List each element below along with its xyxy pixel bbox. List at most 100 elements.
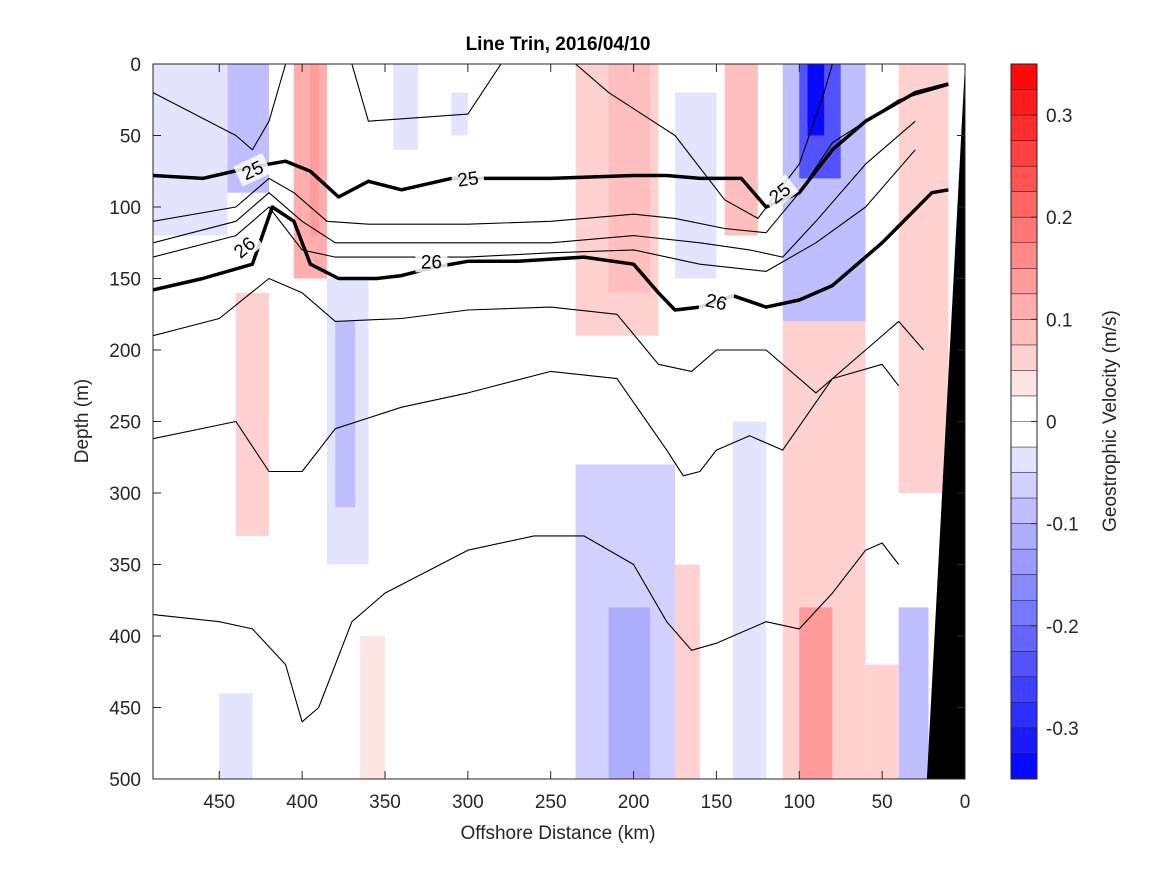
x-tick-label: 250 bbox=[535, 792, 567, 813]
colorbar-tick-label: -0.1 bbox=[1046, 515, 1079, 536]
y-axis-label: Depth (m) bbox=[72, 379, 93, 463]
contour-label-bg bbox=[760, 174, 799, 212]
contour-label: 26 bbox=[704, 290, 729, 315]
x-axis-ticks: 450 400 350 300 250 200 150 100 50 0 bbox=[203, 64, 970, 813]
isopycnal bbox=[153, 120, 916, 258]
velocity-field bbox=[153, 64, 949, 779]
colorbar-swatch bbox=[1011, 191, 1037, 218]
velocity-band bbox=[675, 564, 700, 779]
isopycnal bbox=[351, 64, 502, 122]
colorbar-swatch bbox=[1011, 472, 1037, 499]
colorbar-swatch bbox=[1011, 319, 1037, 346]
velocity-band bbox=[675, 92, 717, 279]
colorbar-swatch bbox=[1011, 115, 1037, 142]
colorbar-swatch bbox=[1011, 702, 1037, 729]
velocity-band bbox=[153, 64, 228, 236]
contour-label: 26 bbox=[421, 252, 442, 273]
isopycnal bbox=[153, 535, 900, 723]
density-contours bbox=[153, 64, 949, 723]
colorbar-tick-label: 0.3 bbox=[1046, 106, 1072, 127]
y-tick-label: 200 bbox=[109, 341, 141, 362]
chart-title: Line Trin, 2016/04/10 bbox=[466, 34, 651, 55]
velocity-band bbox=[335, 321, 356, 508]
isopycnal bbox=[575, 64, 833, 219]
colorbar-tick-label: 0.2 bbox=[1046, 208, 1072, 229]
velocity-band bbox=[219, 693, 253, 779]
x-axis-label: Offshore Distance (km) bbox=[461, 823, 656, 844]
y-tick-label: 350 bbox=[109, 556, 141, 577]
contour-label-bg bbox=[698, 287, 735, 316]
colorbar-swatch bbox=[1011, 753, 1037, 780]
contour-label-bg bbox=[415, 250, 448, 273]
colorbar-tick-label: 0 bbox=[1046, 413, 1057, 434]
y-tick-label: 300 bbox=[109, 484, 141, 505]
colorbar-swatch bbox=[1011, 498, 1037, 525]
velocity-band bbox=[360, 636, 385, 779]
colorbar-swatches bbox=[1011, 64, 1037, 780]
velocity-band bbox=[865, 664, 899, 779]
colorbar-swatch bbox=[1011, 651, 1037, 678]
y-tick-label: 500 bbox=[109, 770, 141, 791]
isopycnal-bold bbox=[153, 188, 949, 312]
colorbar-swatch bbox=[1011, 727, 1037, 754]
colorbar-swatch bbox=[1011, 64, 1037, 91]
y-tick-label: 450 bbox=[109, 699, 141, 720]
colorbar-swatch bbox=[1011, 574, 1037, 601]
velocity-band bbox=[608, 607, 651, 779]
isopycnal bbox=[153, 363, 900, 477]
colorbar-swatch bbox=[1011, 293, 1037, 320]
colorbar-swatch bbox=[1011, 89, 1037, 116]
velocity-band bbox=[451, 92, 468, 136]
colorbar-swatch bbox=[1011, 447, 1037, 474]
x-tick-label: 50 bbox=[872, 792, 893, 813]
colorbar-swatch bbox=[1011, 523, 1037, 550]
contour-label-bg bbox=[450, 165, 486, 192]
velocity-band bbox=[235, 292, 269, 536]
x-tick-label: 150 bbox=[701, 792, 733, 813]
x-tick-label: 200 bbox=[618, 792, 650, 813]
colorbar-swatch bbox=[1011, 395, 1037, 422]
isopycnal bbox=[153, 149, 916, 272]
x-tick-label: 450 bbox=[203, 792, 235, 813]
colorbar-swatch bbox=[1011, 242, 1037, 269]
x-tick-label: 300 bbox=[452, 792, 484, 813]
isopycnal bbox=[153, 84, 949, 234]
colorbar-swatch bbox=[1011, 600, 1037, 627]
bathymetry bbox=[926, 64, 965, 779]
velocity-band bbox=[310, 64, 319, 236]
colorbar-tick-label: 0.1 bbox=[1046, 310, 1072, 331]
velocity-band bbox=[393, 64, 419, 150]
velocity-band bbox=[733, 421, 767, 779]
colorbar-swatch bbox=[1011, 268, 1037, 295]
y-tick-label: 0 bbox=[130, 55, 141, 76]
velocity-band bbox=[799, 607, 833, 779]
colorbar-swatch bbox=[1011, 625, 1037, 652]
y-tick-label: 100 bbox=[109, 198, 141, 219]
colorbar-ticks: 0.3 0.2 0.1 0 -0.1 -0.2 -0.3 bbox=[1031, 106, 1079, 740]
colorbar-tick-label: -0.3 bbox=[1046, 719, 1079, 740]
colorbar-swatch bbox=[1011, 166, 1037, 193]
colorbar-swatch bbox=[1011, 344, 1037, 371]
colorbar-swatch bbox=[1011, 676, 1037, 703]
velocity-band bbox=[608, 64, 651, 293]
isopycnal bbox=[153, 64, 287, 151]
velocity-band bbox=[898, 64, 949, 493]
colorbar-swatch bbox=[1011, 370, 1037, 397]
x-tick-label: 400 bbox=[286, 792, 318, 813]
shelf-topography bbox=[926, 64, 965, 779]
x-tick-label: 0 bbox=[960, 792, 971, 813]
colorbar-swatch bbox=[1011, 217, 1037, 244]
x-tick-label: 100 bbox=[783, 792, 815, 813]
y-tick-label: 150 bbox=[109, 270, 141, 291]
x-tick-label: 350 bbox=[369, 792, 401, 813]
y-tick-label: 400 bbox=[109, 627, 141, 648]
velocity-band bbox=[807, 64, 825, 136]
colorbar-swatch bbox=[1011, 140, 1037, 167]
colorbar-label: Geostrophic Velocity (m/s) bbox=[1100, 310, 1121, 532]
colorbar-swatch bbox=[1011, 421, 1037, 448]
velocity-band bbox=[724, 64, 758, 236]
y-tick-label: 250 bbox=[109, 413, 141, 434]
colorbar: 0.3 0.2 0.1 0 -0.1 -0.2 -0.3 Geostrophic Veloc… bbox=[1010, 63, 1121, 780]
